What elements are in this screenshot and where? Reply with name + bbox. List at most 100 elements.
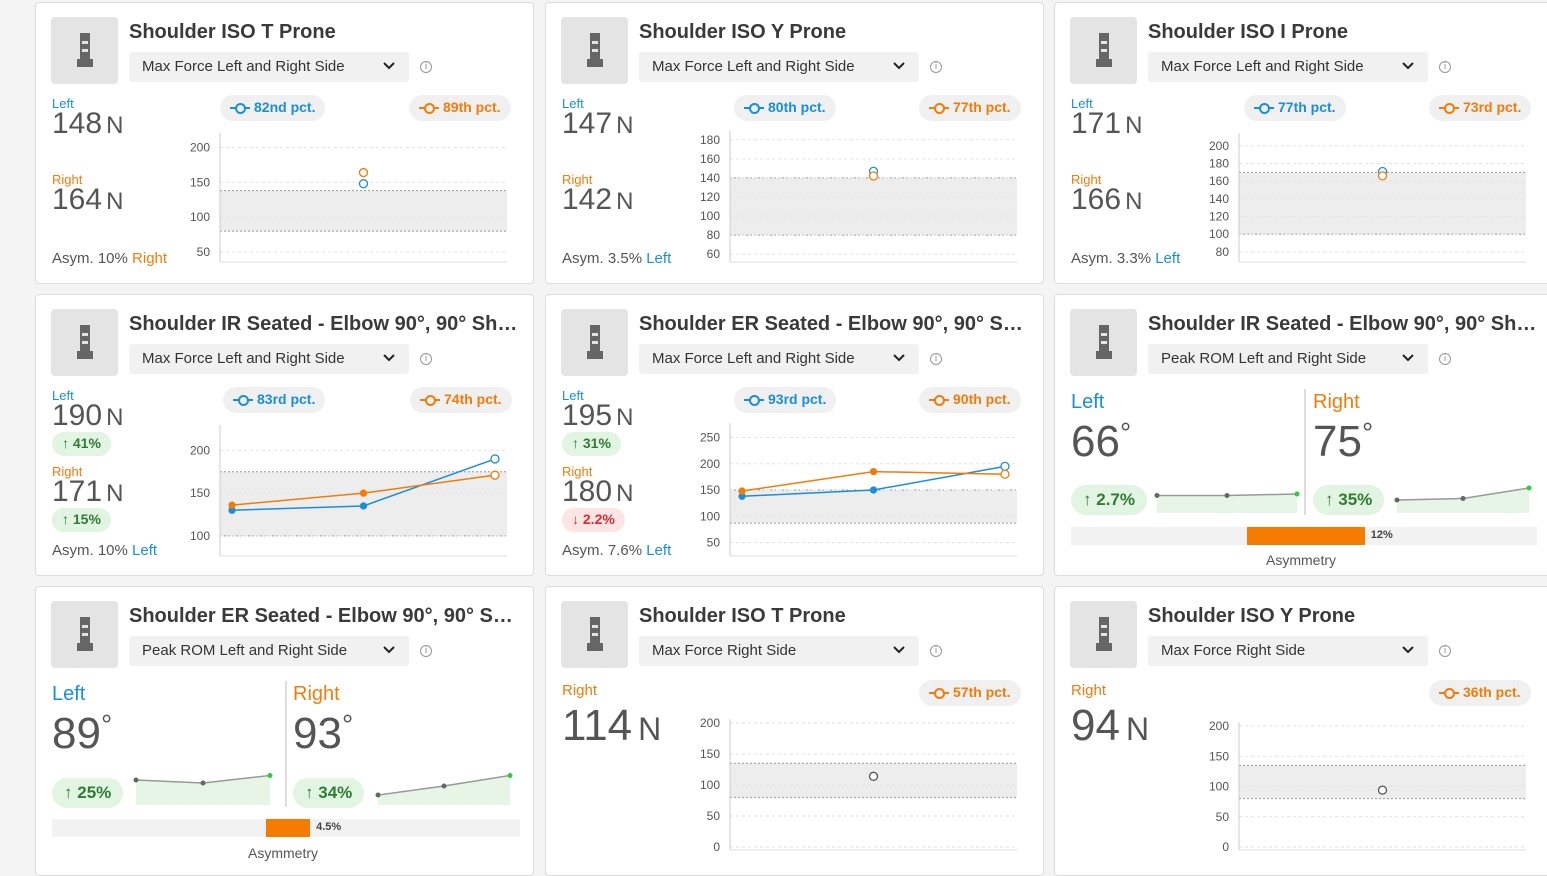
info-icon[interactable]: i	[930, 353, 942, 365]
data-point-right[interactable]	[1377, 171, 1388, 181]
sparkline-point	[1294, 491, 1300, 497]
metric-dropdown[interactable]: Max Force Left and Right Side	[639, 344, 919, 374]
left-change-badge: ↑ 2.7%	[1071, 485, 1147, 515]
info-icon[interactable]: i	[930, 61, 942, 73]
left-label: Left	[52, 683, 86, 705]
metric-dropdown[interactable]: Peak ROM Left and Right Side	[1148, 344, 1428, 374]
left-percentile-badge: 77th pct.	[1244, 95, 1346, 121]
info-icon[interactable]: i	[420, 61, 432, 73]
sparkline-point	[507, 773, 513, 778]
card-title: Shoulder ER Seated - Elbow 90°, 90° Shou…	[639, 313, 1034, 335]
data-point-right[interactable]	[358, 167, 369, 178]
y-tick-label: 100	[190, 529, 210, 543]
metric-dropdown[interactable]: Max Force Right Side	[1148, 636, 1428, 666]
y-tick-label: 0	[1222, 840, 1229, 854]
right-label: Right	[562, 682, 598, 699]
data-point-right[interactable]	[228, 501, 236, 509]
data-point-right[interactable]	[868, 171, 879, 181]
data-point-right[interactable]	[869, 467, 878, 476]
y-tick-label: 120	[1209, 210, 1229, 224]
metric-card: Shoulder ISO T Prone Max Force Left and …	[35, 2, 534, 284]
info-icon[interactable]: i	[420, 645, 432, 657]
sparkline-point	[441, 783, 447, 789]
data-point-right[interactable]	[1377, 785, 1388, 795]
right-value: 142 N	[562, 183, 634, 216]
y-tick-label: 50	[707, 809, 721, 823]
metric-dropdown[interactable]: Max Force Left and Right Side	[129, 344, 409, 374]
card-title: Shoulder ISO Y Prone	[639, 21, 847, 43]
force-chart: 200 150 100 50	[190, 133, 507, 263]
sparkline-point	[200, 780, 206, 786]
y-tick-label: 100	[1209, 227, 1229, 241]
y-tick-label: 60	[707, 247, 721, 261]
data-point-right[interactable]	[868, 771, 879, 781]
y-tick-label: 160	[700, 152, 720, 166]
y-tick-label: 100	[700, 778, 720, 792]
y-tick-label: 80	[1216, 245, 1230, 259]
asymmetry-label: Asymmetry	[1266, 552, 1336, 568]
info-icon[interactable]: i	[1439, 61, 1451, 73]
chevron-down-icon	[893, 354, 905, 362]
data-point-left[interactable]	[358, 179, 369, 189]
metric-card: Shoulder IR Seated - Elbow 90°, 90° Shou…	[35, 294, 534, 576]
data-point-left[interactable]	[1000, 461, 1010, 472]
divider	[285, 681, 287, 807]
metric-dropdown[interactable]: Peak ROM Left and Right Side	[129, 636, 409, 666]
metric-card: Shoulder ISO I Prone Max Force Left and …	[1054, 2, 1547, 284]
info-icon[interactable]: i	[1439, 353, 1451, 365]
normal-range-band	[730, 177, 1017, 236]
data-point-left[interactable]	[490, 454, 500, 464]
right-value: 164 N	[52, 183, 124, 216]
data-point-right[interactable]	[738, 487, 746, 495]
chevron-down-icon	[383, 646, 395, 654]
right-sparkline	[1394, 485, 1532, 513]
data-point-right[interactable]	[490, 470, 500, 480]
data-point-left[interactable]	[869, 486, 878, 494]
equipment-icon	[51, 309, 118, 376]
card-title: Shoulder ISO I Prone	[1148, 21, 1349, 43]
right-percentile-badge: 57th pct.	[919, 680, 1021, 706]
metric-dropdown[interactable]: Max Force Left and Right Side	[1148, 52, 1428, 82]
sparkline-area	[136, 775, 270, 805]
metric-card: Shoulder ISO Y Prone Max Force Left and …	[545, 2, 1044, 284]
left-percentile-badge: 93rd pct.	[734, 387, 837, 413]
asymmetry-fill	[265, 819, 311, 837]
chevron-down-icon	[1402, 646, 1414, 654]
y-tick-label: 200	[700, 457, 720, 471]
right-percentile-badge: 74th pct.	[410, 387, 512, 413]
left-value: 190 N	[52, 399, 124, 432]
rom-card: Shoulder IR Seated - Elbow 90°, 90° Shou…	[1054, 294, 1547, 576]
sparkline-area	[378, 775, 510, 805]
info-icon[interactable]: i	[1439, 645, 1451, 657]
asymmetry-label: Asymmetry	[248, 845, 318, 861]
left-label: Left	[562, 388, 584, 403]
metric-dropdown[interactable]: Max Force Left and Right Side	[639, 52, 919, 82]
right-label: Right	[52, 464, 83, 479]
chevron-down-icon	[1402, 62, 1414, 70]
sparkline-area	[1157, 494, 1297, 513]
left-value: 89°	[52, 709, 113, 758]
asymmetry-value: 4.5%	[316, 821, 342, 833]
metric-dropdown[interactable]: Max Force Right Side	[639, 636, 919, 666]
y-tick-label: 200	[190, 443, 210, 457]
info-icon[interactable]: i	[930, 645, 942, 657]
equipment-icon	[1070, 17, 1137, 84]
rom-card: Shoulder ER Seated - Elbow 90°, 90° Shou…	[35, 586, 534, 876]
y-tick-label: 150	[190, 175, 210, 189]
data-point-right[interactable]	[359, 489, 368, 497]
left-sparkline	[133, 773, 273, 805]
data-point-right[interactable]	[1000, 469, 1010, 479]
left-change-badge: ↑ 25%	[52, 778, 124, 808]
data-point-left[interactable]	[359, 502, 368, 510]
right-change-badge: ↑ 15%	[52, 508, 111, 532]
right-label: Right	[1071, 172, 1102, 187]
y-tick-label: 100	[700, 509, 720, 523]
left-value: 147 N	[562, 107, 634, 140]
right-percentile-badge: 89th pct.	[409, 95, 511, 121]
metric-dropdown[interactable]: Max Force Left and Right Side	[129, 52, 409, 82]
y-tick-label: 180	[1209, 157, 1229, 171]
info-icon[interactable]: i	[420, 353, 432, 365]
force-chart: 200 150 100	[190, 425, 507, 557]
y-tick-label: 140	[1209, 192, 1229, 206]
equipment-icon	[51, 601, 118, 668]
